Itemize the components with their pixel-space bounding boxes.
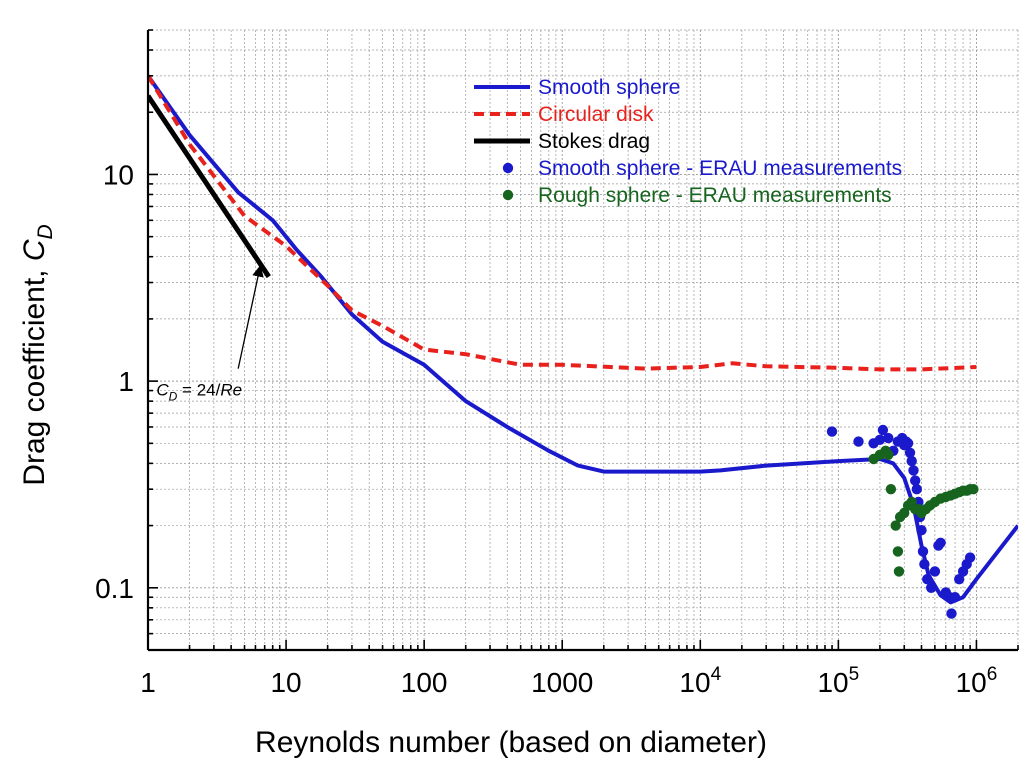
data-point bbox=[949, 592, 961, 603]
x-tick-label: 1 bbox=[140, 667, 156, 698]
data-point bbox=[916, 525, 927, 536]
legend-label: Stokes drag bbox=[538, 130, 650, 153]
series-group bbox=[148, 74, 1018, 619]
x-tick-label: 106 bbox=[956, 664, 998, 698]
data-point bbox=[919, 559, 930, 570]
axes bbox=[146, 29, 1019, 652]
data-point bbox=[885, 484, 897, 495]
data-point bbox=[922, 574, 933, 585]
data-point bbox=[908, 465, 919, 476]
data-point bbox=[968, 484, 979, 495]
tick-labels: 1 10 100 1000 104 105 106 0.1 1 10 bbox=[95, 159, 997, 698]
data-point bbox=[946, 608, 957, 619]
data-point bbox=[935, 537, 946, 548]
x-tick-label: 105 bbox=[817, 664, 859, 698]
stokes-annotation: CD = 24/Re bbox=[156, 265, 264, 404]
data-point bbox=[877, 424, 889, 436]
data-point bbox=[902, 438, 914, 449]
legend-swatch-dot bbox=[502, 189, 514, 201]
legend-label: Smooth sphere - ERAU measurements bbox=[538, 157, 902, 180]
data-point bbox=[892, 546, 904, 557]
legend-label: Smooth sphere bbox=[538, 76, 680, 99]
y-tick-label: 0.1 bbox=[95, 573, 134, 604]
data-point bbox=[893, 566, 905, 577]
data-point bbox=[904, 447, 916, 458]
annotation-label: CD = 24/Re bbox=[156, 381, 242, 404]
legend-label: Circular disk bbox=[538, 103, 654, 126]
x-axis-label: Reynolds number (based on diameter) bbox=[255, 726, 767, 759]
y-tick-label: 1 bbox=[118, 366, 134, 397]
legend-item: Smooth sphere bbox=[474, 76, 680, 99]
data-point bbox=[954, 574, 965, 585]
data-point bbox=[906, 455, 917, 467]
legend-item: Rough sphere - ERAU measurements bbox=[502, 184, 892, 207]
y-axis-label: Drag coefficient, CD bbox=[18, 224, 57, 485]
x-tick-label: 100 bbox=[401, 667, 448, 698]
data-point bbox=[929, 566, 941, 577]
data-point bbox=[890, 520, 901, 531]
x-tick-label: 10 bbox=[270, 667, 301, 698]
annotation-arrow bbox=[237, 265, 264, 369]
series-line-0 bbox=[148, 74, 1018, 605]
data-point bbox=[917, 546, 929, 557]
data-point bbox=[964, 552, 976, 563]
legend-swatch-dot bbox=[502, 162, 514, 174]
data-point bbox=[826, 426, 838, 437]
data-point bbox=[883, 432, 894, 444]
x-tick-label: 1000 bbox=[531, 667, 593, 698]
y-tick-label: 10 bbox=[103, 159, 134, 190]
legend-label: Rough sphere - ERAU measurements bbox=[538, 184, 892, 207]
series-line-2 bbox=[148, 94, 271, 279]
legend-item: Circular disk bbox=[474, 103, 654, 126]
x-tick-label: 104 bbox=[679, 664, 721, 698]
legend-item: Stokes drag bbox=[474, 130, 650, 153]
axis-labels: Reynolds number (based on diameter) Drag … bbox=[18, 224, 767, 759]
data-point bbox=[883, 449, 894, 460]
data-point bbox=[911, 484, 922, 495]
data-point bbox=[874, 434, 886, 445]
data-point bbox=[853, 436, 864, 447]
data-point bbox=[926, 582, 937, 593]
legend: Smooth sphere Circular disk Stokes drag Smo… bbox=[474, 76, 902, 207]
legend-item: Smooth sphere - ERAU measurements bbox=[502, 157, 902, 180]
data-point bbox=[910, 475, 921, 486]
